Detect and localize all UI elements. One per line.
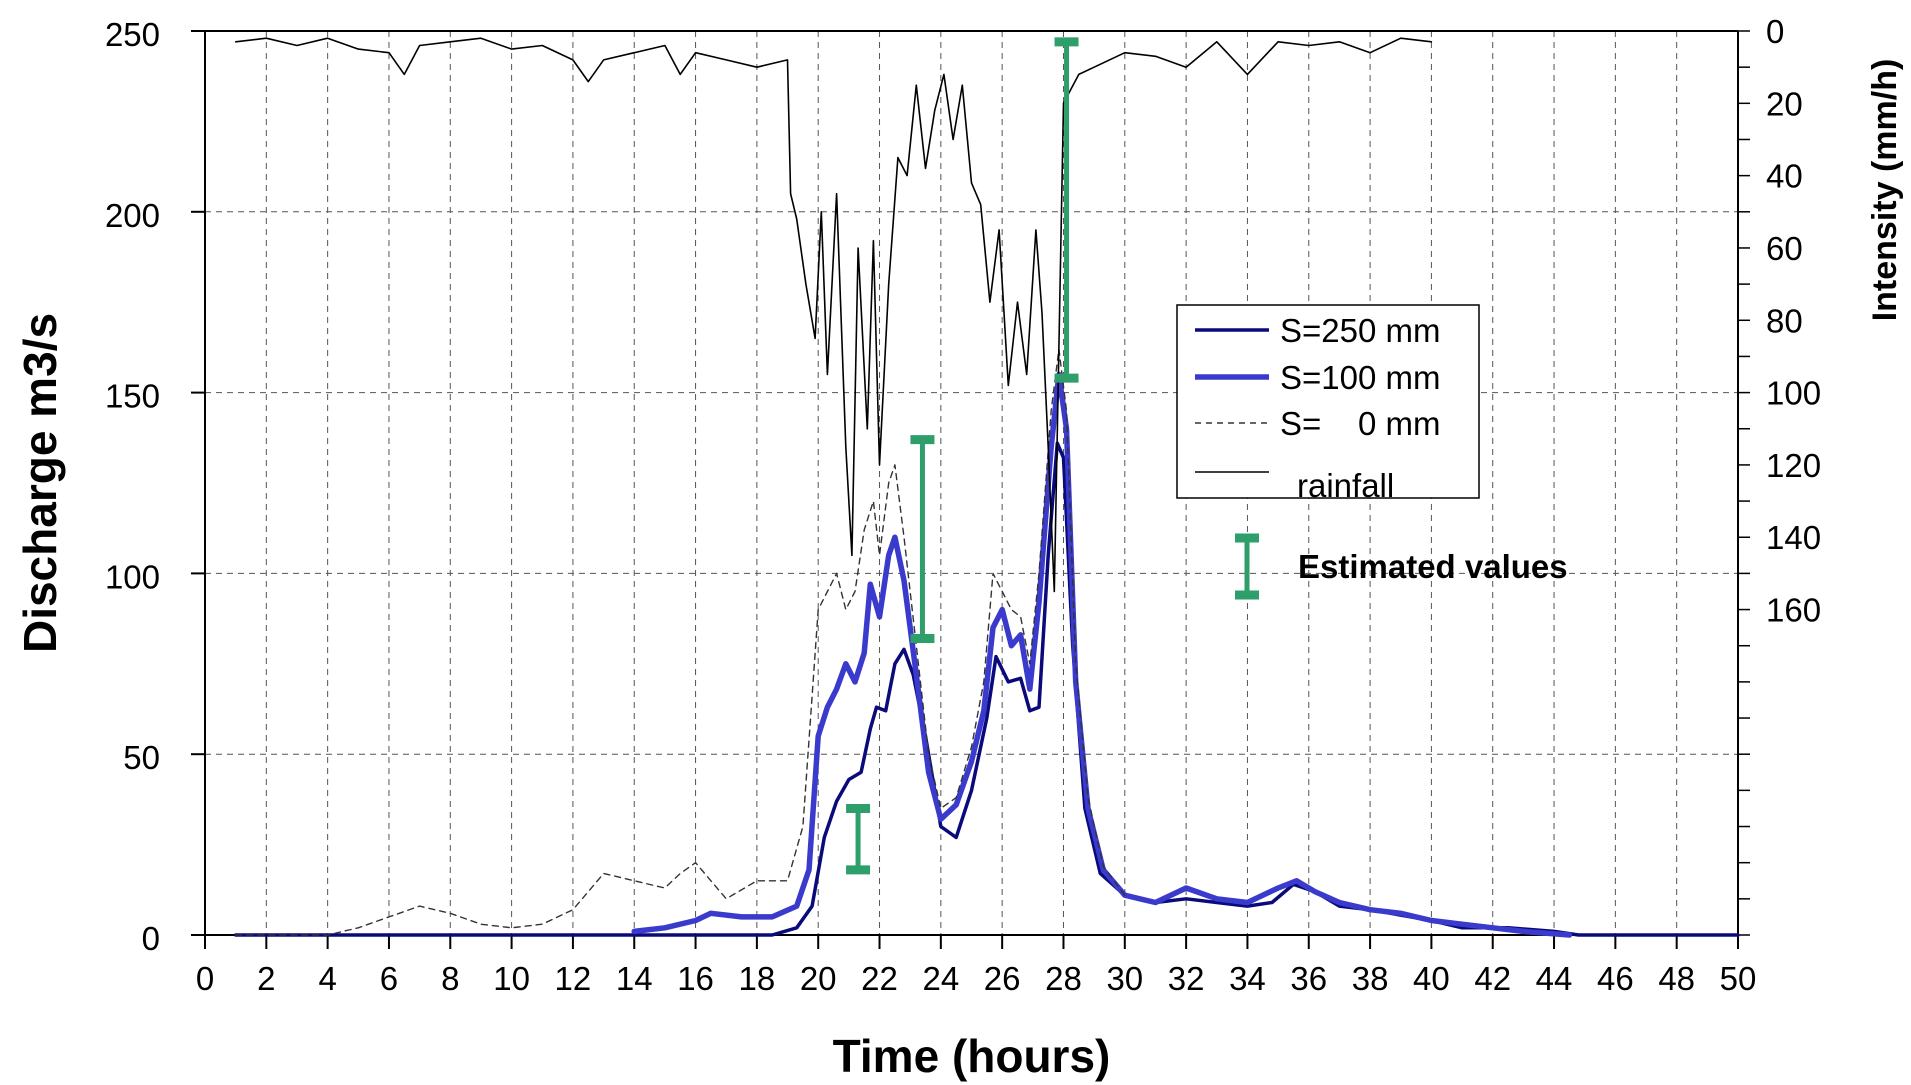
estimated-values-icon-bar (1235, 533, 1259, 600)
x-tick-label: 24 (922, 960, 959, 997)
x-tick-label: 2 (257, 960, 275, 997)
x-tick-label: 22 (861, 960, 898, 997)
x-tick-label: 26 (984, 960, 1021, 997)
legend-label-s0: S= 0 mm (1280, 405, 1440, 442)
y-tick-label: 250 (105, 16, 160, 53)
y2-axis-title: Intensity (mm/h) (1866, 59, 1904, 322)
x-tick-label: 32 (1168, 960, 1205, 997)
y2-tick-label: 40 (1766, 158, 1803, 195)
y-axis-title: Discharge m3/s (14, 313, 66, 653)
y2-tick-label: 100 (1766, 375, 1821, 412)
y2-tick-label: 0 (1766, 13, 1784, 50)
x-tick-label: 12 (555, 960, 592, 997)
series-layer (233, 37, 1740, 938)
x-tick-label: 4 (318, 960, 336, 997)
series-line-s0 (234, 348, 1126, 936)
axes: 0 2 4 6 8 10 12 14 16 18 20 22 24 26 28 30 32 34 36 38 40 42 4… (105, 13, 1821, 997)
legend: S=250 mm S=100 mm S= 0 mm rainfall Estim… (1176, 304, 1568, 600)
y-tick-label: 50 (123, 739, 160, 776)
legend-label-estimated: Estimated values (1298, 548, 1568, 585)
legend-label-rainfall: rainfall (1297, 467, 1394, 504)
x-tick-label: 38 (1352, 960, 1389, 997)
y2-tick-label: 160 (1766, 592, 1821, 629)
estimated-value-bar (910, 435, 935, 643)
x-tick-label: 28 (1045, 960, 1082, 997)
x-tick-label: 10 (493, 960, 530, 997)
y-tick-label: 150 (105, 378, 160, 415)
estimated-value-bar (846, 803, 871, 875)
x-tick-label: 14 (616, 960, 653, 997)
x-tick-label: 20 (800, 960, 837, 997)
error-bars (846, 37, 1079, 875)
y2-tick-label: 20 (1766, 85, 1803, 122)
legend-box (1176, 304, 1480, 499)
y2-tick-label: 120 (1766, 447, 1821, 484)
x-tick-label: 16 (677, 960, 714, 997)
x-tick-label: 8 (441, 960, 459, 997)
series-line-s100 (631, 371, 1573, 938)
x-tick-label: 50 (1720, 960, 1757, 997)
x-tick-label: 30 (1106, 960, 1143, 997)
x-tick-label: 48 (1658, 960, 1695, 997)
y-tick-label: 0 (142, 920, 160, 957)
x-tick-label: 36 (1290, 960, 1327, 997)
y2-tick-label: 80 (1766, 302, 1803, 339)
x-tick-label: 40 (1413, 960, 1450, 997)
x-tick-label: 44 (1536, 960, 1573, 997)
x-tick-label: 18 (739, 960, 776, 997)
x-tick-label: 6 (380, 960, 398, 997)
estimated-value-bar (1054, 37, 1079, 383)
legend-label-s100: S=100 mm (1280, 359, 1441, 396)
series-line-rainfall (234, 37, 1433, 593)
x-tick-label: 0 (196, 960, 214, 997)
x-tick-label: 46 (1597, 960, 1634, 997)
y-tick-label: 100 (105, 558, 160, 595)
legend-label-s250: S=250 mm (1280, 312, 1441, 349)
y-tick-label: 200 (105, 197, 160, 234)
x-tick-label: 42 (1474, 960, 1511, 997)
estimated-values-icon (1235, 533, 1259, 600)
grid (205, 31, 1738, 935)
x-tick-label: 34 (1229, 960, 1266, 997)
y2-tick-label: 60 (1766, 230, 1803, 267)
y2-tick-label: 140 (1766, 519, 1821, 556)
x-axis-title: Time (hours) (833, 1030, 1111, 1082)
